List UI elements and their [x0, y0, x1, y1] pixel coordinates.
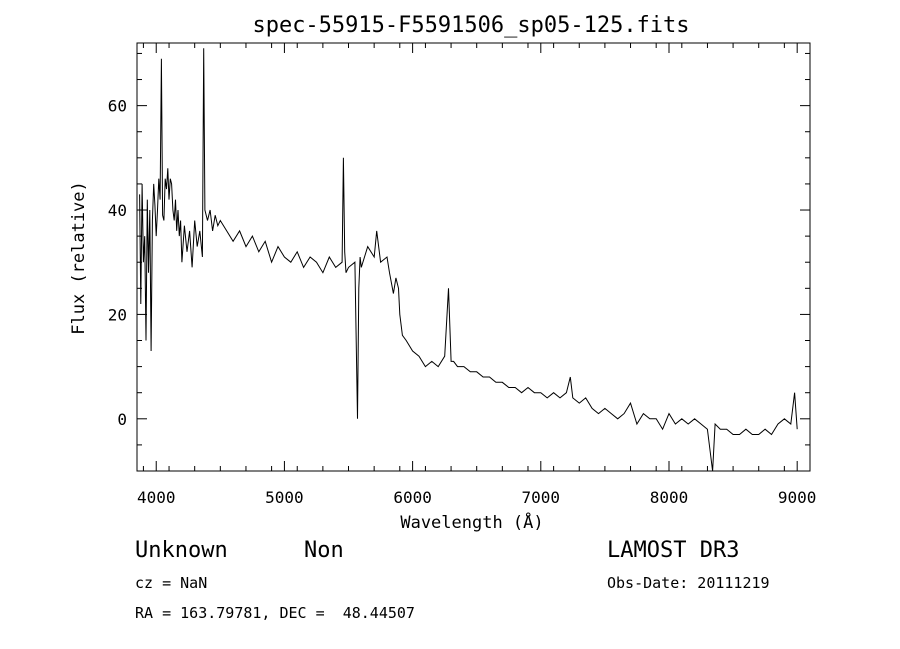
- x-tick-label: 6000: [393, 488, 432, 507]
- class-left-label: Unknown: [135, 538, 228, 563]
- survey-label: LAMOST DR3: [607, 538, 740, 563]
- class-right-label: Non: [304, 538, 344, 563]
- y-axis: 0 20 40 60: [108, 52, 810, 472]
- x-axis: 4000 5000 6000 7000 8000 9000: [137, 43, 816, 507]
- x-tick-label: 9000: [778, 488, 817, 507]
- plot-frame: [136, 42, 811, 472]
- cz-label: cz = NaN: [135, 574, 208, 592]
- spectrum-series-line: [139, 48, 798, 472]
- x-tick-label: 7000: [522, 488, 561, 507]
- x-tick-label: 5000: [265, 488, 304, 507]
- x-tick-label: 8000: [650, 488, 689, 507]
- y-axis-label: Flux (relative): [69, 181, 89, 335]
- x-tick-label: 4000: [137, 488, 176, 507]
- y-tick-label: 20: [108, 305, 127, 324]
- y-tick-label: 60: [108, 97, 127, 116]
- y-tick-label: 0: [117, 410, 127, 429]
- coordinates-label: RA = 163.79781, DEC = 48.44507: [135, 604, 415, 622]
- y-tick-label: 40: [108, 201, 127, 220]
- x-axis-label: Wavelength (Å): [400, 511, 543, 533]
- obs-date-label: Obs-Date: 20111219: [607, 574, 770, 592]
- chart-title: spec-55915-F5591506_sp05-125.fits: [252, 13, 689, 38]
